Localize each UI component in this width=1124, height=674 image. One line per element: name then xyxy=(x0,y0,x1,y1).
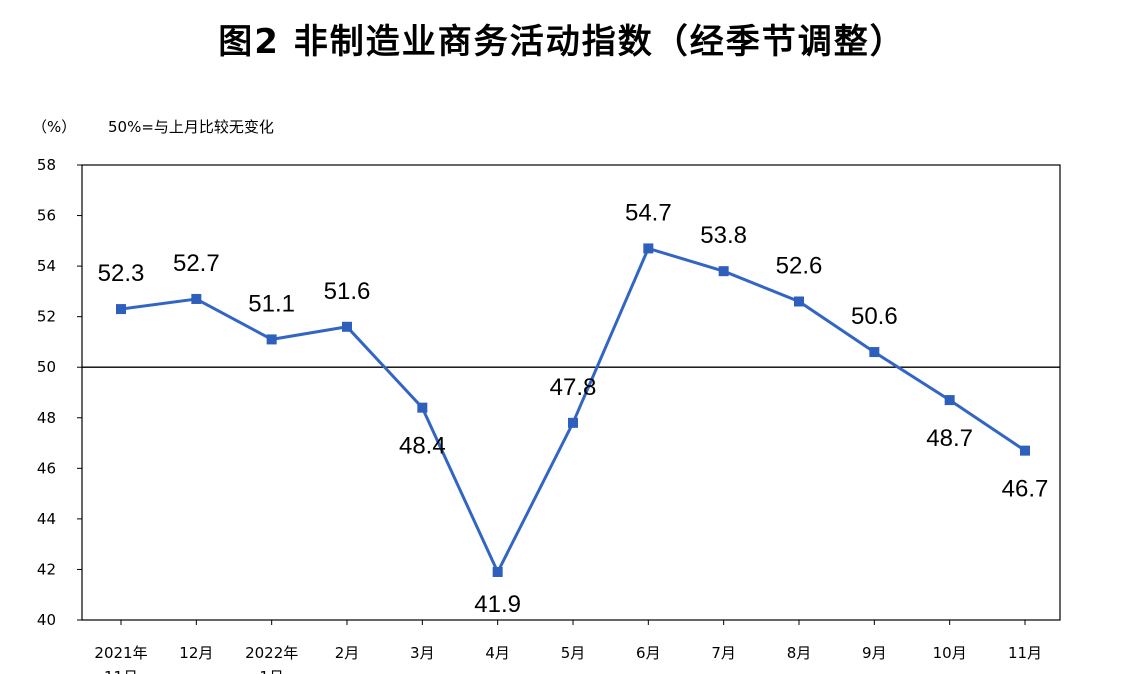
data-point-marker xyxy=(944,395,955,406)
x-tick-label-line2: 11月 xyxy=(104,668,138,674)
data-label: 47.8 xyxy=(550,374,597,401)
y-tick-label: 42 xyxy=(37,560,56,578)
x-tick-label: 11月 xyxy=(1008,644,1042,662)
x-tick-label: 2021年 xyxy=(94,644,147,662)
x-tick-label: 12月 xyxy=(179,644,213,662)
chart-title: 图2 非制造业商务活动指数（经季节调整） xyxy=(218,22,906,62)
data-point-marker xyxy=(568,417,578,428)
data-label: 54.7 xyxy=(625,199,672,226)
data-label: 48.4 xyxy=(399,433,446,460)
y-tick-label: 46 xyxy=(37,459,56,477)
data-label: 53.8 xyxy=(700,222,747,249)
x-tick-label-line2: 1月 xyxy=(259,668,284,674)
data-point-marker xyxy=(643,243,654,254)
x-tick-label: 5月 xyxy=(561,644,586,662)
x-tick-label: 2022年 xyxy=(245,644,298,662)
data-label: 46.7 xyxy=(1002,476,1049,503)
data-point-marker xyxy=(342,321,352,332)
x-tick-label: 4月 xyxy=(485,644,510,662)
data-label: 48.7 xyxy=(926,425,973,452)
y-tick-label: 48 xyxy=(37,409,56,427)
x-tick-label: 7月 xyxy=(711,644,736,662)
y-tick-label: 58 xyxy=(37,156,56,174)
x-tick-label: 2月 xyxy=(335,644,360,662)
data-label: 51.6 xyxy=(324,278,371,305)
data-point-marker xyxy=(266,334,277,345)
plot-frame xyxy=(81,164,1061,621)
y-tick-label: 56 xyxy=(37,207,56,225)
y-tick-label: 54 xyxy=(37,257,56,275)
data-markers xyxy=(116,243,1030,577)
data-label: 41.9 xyxy=(474,591,521,618)
y-tick-label: 40 xyxy=(37,611,56,629)
data-point-marker xyxy=(794,296,804,307)
x-tick-label: 3月 xyxy=(410,644,435,662)
x-tick-label: 6月 xyxy=(636,644,661,662)
y-axis-unit-label: （%） xyxy=(32,118,77,136)
x-tick-label: 9月 xyxy=(862,644,887,662)
y-tick-label: 52 xyxy=(37,308,56,326)
data-point-marker xyxy=(116,304,126,315)
y-tick-label: 44 xyxy=(37,510,56,528)
x-tick-label: 8月 xyxy=(787,644,812,662)
x-axis-ticks: 2021年 11月 12月 2022年 1月 2月 3月 4月 5月 6月 7月 8月 9月 10月 11月 xyxy=(94,620,1042,674)
data-point-marker xyxy=(869,347,880,358)
x-tick-label: 10月 xyxy=(933,644,967,662)
data-point-marker xyxy=(191,293,202,304)
data-point-marker xyxy=(718,266,729,277)
data-point-marker xyxy=(1020,445,1030,456)
data-label: 52.3 xyxy=(98,260,145,287)
data-point-marker xyxy=(492,566,503,577)
data-label: 51.1 xyxy=(248,290,295,317)
data-label: 52.7 xyxy=(173,250,220,277)
data-point-marker xyxy=(417,402,428,413)
data-label: 50.6 xyxy=(851,303,898,330)
y-tick-label: 50 xyxy=(37,358,56,376)
reference-note: 50%=与上月比较无变化 xyxy=(108,118,274,136)
y-axis-ticks: 40 42 44 46 48 50 52 54 56 58 xyxy=(37,156,82,629)
data-labels: 52.3 52.7 51.1 51.6 48.4 41.9 47.8 54.7 53.8 52.6… xyxy=(98,199,1049,618)
data-label: 52.6 xyxy=(776,253,823,280)
